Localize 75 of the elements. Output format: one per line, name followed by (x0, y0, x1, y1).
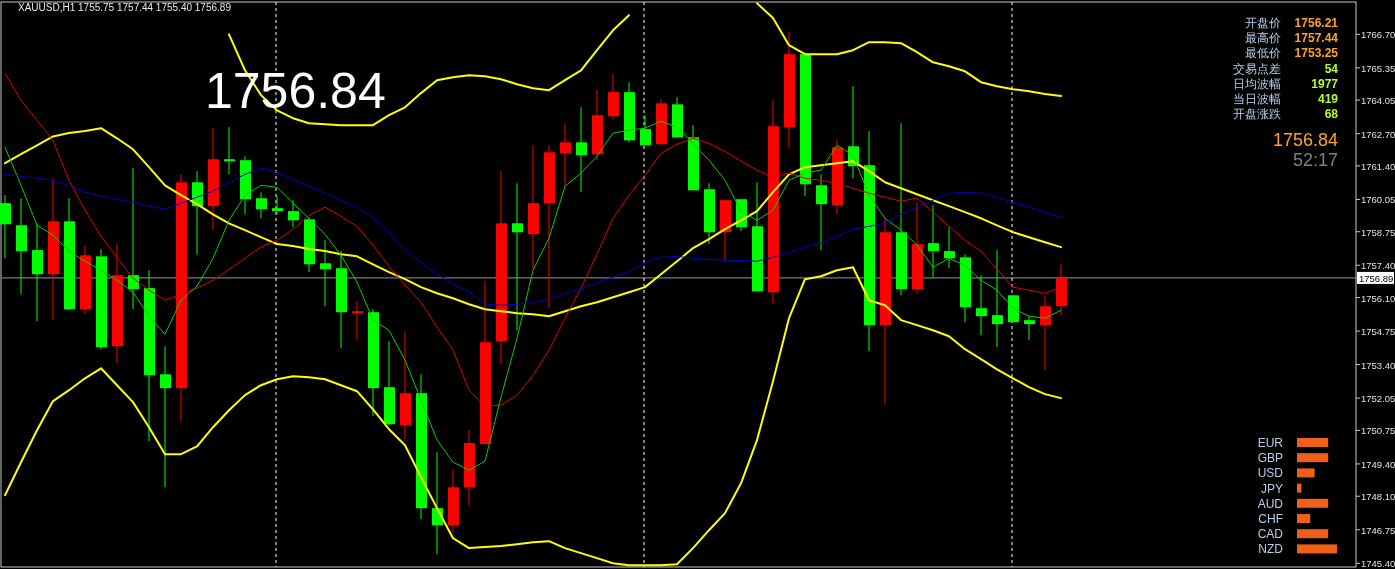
text: 1757.44 (1294, 31, 1339, 46)
y-tick-label: 1748.10 (1361, 491, 1395, 503)
y-tick-label: 1750.75 (1361, 425, 1395, 437)
bar (1297, 544, 1337, 554)
candlestick (816, 173, 827, 251)
text: 最高价 (1245, 31, 1281, 46)
chart-title: XAUUSD,H1 1755.75 1757.44 1755.40 1756.89 (18, 2, 232, 13)
candlestick (944, 226, 955, 269)
y-tick-label: 1745.40 (1361, 558, 1395, 569)
y-tick-label: 1762.70 (1361, 128, 1395, 140)
bar (1297, 483, 1302, 493)
candlestick (256, 191, 267, 219)
y-tick-label: JPY (1260, 481, 1283, 496)
y-tick-label: 1766.70 (1361, 29, 1395, 41)
ref-line-label: 1756.89 (1359, 272, 1394, 284)
bar (1297, 468, 1315, 478)
y-tick-label: 1758.75 (1361, 226, 1395, 238)
y-tick-label: USD (1257, 466, 1284, 481)
line-series (4, 167, 1062, 306)
y-tick-label: GBP (1257, 451, 1283, 466)
text: 当日波幅 (1233, 92, 1281, 106)
candlestick (1024, 315, 1035, 341)
candlestick (128, 167, 139, 310)
y-tick-label: 1761.40 (1361, 160, 1395, 172)
text: 54 (1324, 61, 1339, 76)
candlestick (272, 195, 283, 215)
y-tick-label: 1756.10 (1361, 292, 1395, 304)
text: 52:17 (1292, 150, 1338, 170)
text: 1977 (1311, 76, 1339, 91)
line-series (4, 127, 1062, 318)
y-tick-label: 1753.40 (1361, 359, 1395, 371)
text: 日均波幅 (1233, 76, 1281, 91)
bar (1297, 498, 1329, 508)
y-tick-label: CHF (1258, 512, 1283, 526)
y-tick-label: 1746.75 (1361, 524, 1395, 536)
y-tick-label: NZD (1258, 542, 1284, 557)
text: 开盘涨跌 (1233, 107, 1281, 122)
bar (1297, 529, 1329, 539)
candlestick (320, 239, 331, 307)
y-tick-label: 1764.05 (1361, 95, 1395, 107)
text: 最低价 (1245, 46, 1281, 61)
y-tick-label: 1749.40 (1361, 458, 1395, 470)
bar (1297, 438, 1329, 447)
y-tick-label: 1754.75 (1361, 326, 1395, 338)
bar (1297, 453, 1329, 463)
text: 68 (1324, 107, 1339, 122)
bar (1297, 514, 1311, 523)
y-tick-label: CAD (1257, 527, 1284, 542)
y-tick-label: EUR (1257, 436, 1284, 450)
text: 1756.84 (1272, 130, 1338, 150)
candlestick (512, 182, 523, 331)
candlestick (288, 199, 299, 228)
candlestick (576, 106, 587, 193)
candlestick (352, 300, 363, 340)
text: 交易点差 (1233, 61, 1281, 76)
candlestick (1040, 295, 1051, 371)
text: 开盘价 (1245, 16, 1281, 30)
candlestick (928, 204, 939, 278)
y-tick-label: 1752.05 (1361, 393, 1395, 405)
candlestick (992, 249, 1003, 348)
text: 1753.25 (1294, 46, 1339, 61)
line-series (4, 266, 1062, 567)
y-tick-label: 1757.40 (1361, 260, 1395, 272)
candlestick (560, 122, 571, 187)
candlestick (976, 274, 987, 336)
text: 419 (1317, 92, 1339, 106)
candlestick (224, 126, 235, 175)
y-tick-label: 1760.05 (1361, 194, 1395, 206)
candlestick (0, 194, 11, 259)
line-series (4, 120, 1062, 471)
text: 1756.21 (1294, 16, 1339, 30)
y-tick-label: AUD (1257, 496, 1284, 511)
y-tick-label: 1765.35 (1361, 62, 1395, 74)
candlestick (160, 345, 171, 488)
candlestick (640, 114, 651, 146)
